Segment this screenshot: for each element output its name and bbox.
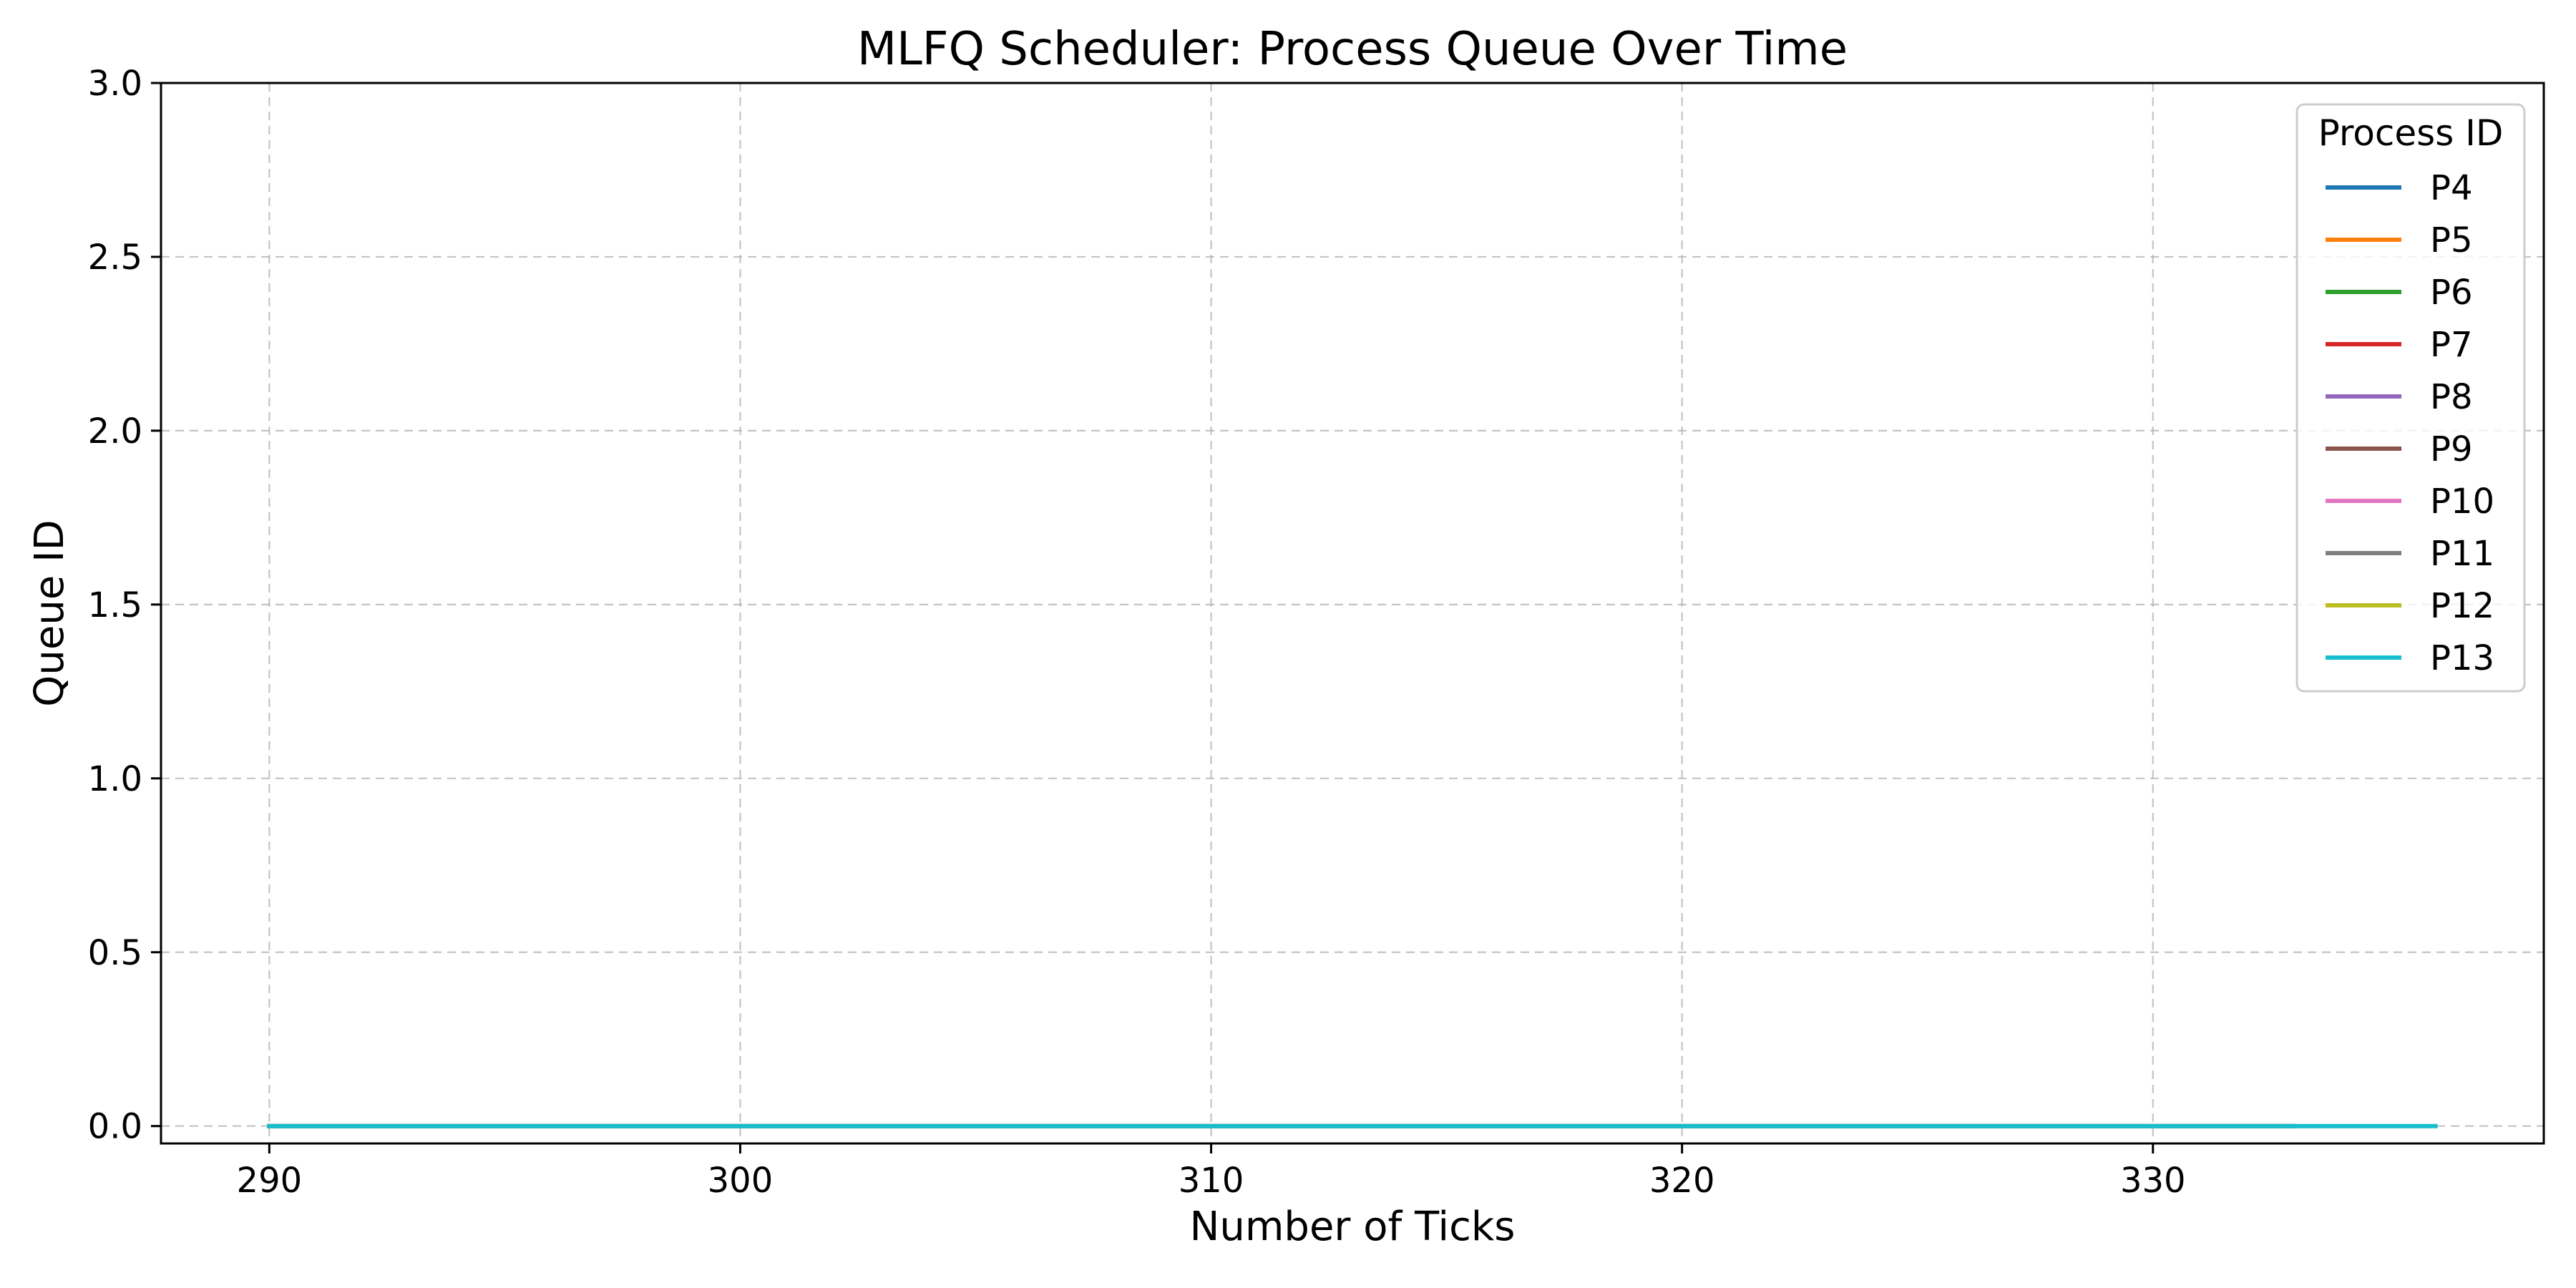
legend-box (2296, 103, 2526, 693)
y-axis: 0.0 0.5 1.0 1.5 2.0 2.5 3.0 (88, 64, 161, 1147)
x-tick-label: 320 (1649, 1161, 1715, 1201)
axes-frame (160, 82, 2545, 1145)
chart-title: MLFQ Scheduler: Process Queue Over Time (857, 23, 1848, 76)
y-tick-label: 2.0 (88, 411, 142, 452)
legend-label: P10 (2430, 482, 2494, 522)
legend-item-p13[interactable]: P13 (2326, 638, 2494, 678)
legend-label: P8 (2430, 377, 2472, 417)
y-tick-label: 1.0 (88, 759, 142, 799)
x-tick-label: 310 (1179, 1161, 1244, 1201)
legend[interactable]: Process ID P4 P5 P6 P7 P8 P9 P10 P11 P12 P13 (2296, 103, 2526, 693)
legend-item-p12[interactable]: P12 (2326, 586, 2494, 626)
y-tick-label: 2.5 (88, 238, 142, 278)
y-tick-label: 0.0 (88, 1107, 142, 1147)
legend-item-p8[interactable]: P8 (2326, 377, 2472, 417)
x-axis: 290 300 310 320 330 (237, 1143, 2186, 1201)
legend-item-p9[interactable]: P9 (2326, 429, 2472, 469)
x-axis-label: Number of Ticks (1190, 1204, 1516, 1250)
legend-item-p6[interactable]: P6 (2326, 273, 2472, 313)
x-tick-label: 290 (237, 1161, 303, 1201)
legend-label: P5 (2430, 220, 2472, 260)
legend-label: P13 (2430, 638, 2494, 678)
legend-item-p4[interactable]: P4 (2326, 168, 2472, 208)
y-tick-label: 0.5 (88, 933, 142, 973)
x-tick-label: 330 (2120, 1161, 2186, 1201)
y-axis-label: Queue ID (26, 519, 73, 706)
y-tick-label: 1.5 (88, 585, 142, 625)
x-tick-label: 300 (708, 1161, 774, 1201)
legend-item-p5[interactable]: P5 (2326, 220, 2472, 260)
legend-item-p10[interactable]: P10 (2326, 482, 2494, 522)
legend-label: P12 (2430, 586, 2494, 626)
legend-title: Process ID (2318, 112, 2504, 154)
legend-label: P9 (2430, 429, 2472, 469)
legend-item-p7[interactable]: P7 (2326, 325, 2472, 365)
legend-label: P7 (2430, 325, 2472, 365)
legend-label: P11 (2430, 534, 2494, 574)
y-tick-label: 3.0 (88, 64, 142, 104)
legend-label: P6 (2430, 273, 2472, 313)
legend-label: P4 (2430, 168, 2472, 208)
legend-item-p11[interactable]: P11 (2326, 534, 2494, 574)
